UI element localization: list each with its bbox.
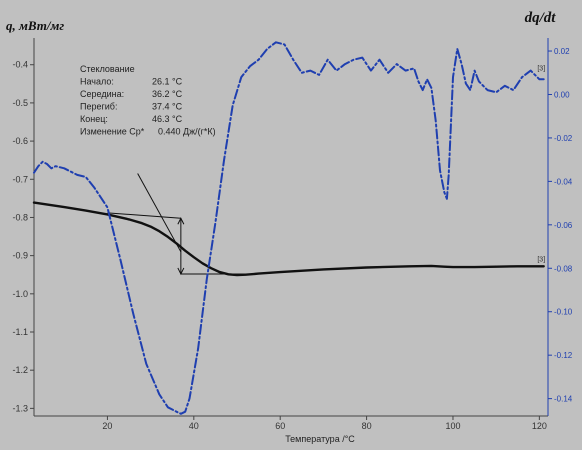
annotation-label: Середина: (80, 89, 124, 99)
annotation-leader-line (137, 173, 182, 253)
x-tick-label: 80 (362, 421, 372, 431)
y-axis-right-title: dq/dt (525, 10, 557, 26)
annotation-label: Перегиб: (80, 102, 117, 112)
y-right-tick-label: 0.02 (554, 47, 570, 56)
y-left-tick-label: -1.1 (12, 327, 28, 337)
upper-tangent-line (107, 212, 181, 219)
series-marker-label: [3] (537, 256, 545, 263)
y-left-tick-label: -0.7 (12, 174, 28, 184)
y-axis-left-title: q, мВт/мг (6, 18, 64, 33)
x-tick-label: 20 (102, 421, 112, 431)
annotation-label: Изменение Cp* (80, 127, 145, 137)
series-markers: [3] [3] (537, 66, 545, 264)
axes: 20 40 60 80 100 120 -0.4 -0.5 -0.6 -0.7 -0.8 -0.9 -1… (12, 38, 573, 431)
y-left-tick-label: -0.4 (12, 60, 28, 70)
annotation-label: Начало: (80, 77, 114, 87)
dq-dt-curve (33, 41, 545, 415)
annotation-title: Стеклование (80, 64, 135, 74)
y-right-tick-label: -0.14 (554, 395, 573, 404)
y-left-tick-label: -0.9 (12, 251, 28, 261)
y-left-tick-label: -0.8 (12, 212, 28, 222)
annotation-value: 37.4 °C (152, 102, 183, 112)
y-left-tick-label: -0.6 (12, 136, 28, 146)
x-tick-label: 100 (445, 421, 460, 431)
y-left-tick-label: -1.2 (12, 365, 28, 375)
x-tick-label: 120 (532, 421, 547, 431)
arrow-head-up (177, 217, 185, 225)
y-right-tick-label: -0.08 (554, 264, 573, 273)
annotation-value: 26.1 °C (152, 77, 183, 87)
y-right-tick-label: -0.02 (554, 134, 573, 143)
y-right-tick-label: 0.00 (554, 90, 570, 99)
annotation-value: 46.3 °C (152, 114, 183, 124)
heat-flow-curve (32, 201, 545, 277)
y-right-tick-label: -0.10 (554, 308, 573, 317)
y-left-tick-label: -1.3 (12, 403, 28, 413)
x-tick-label: 40 (189, 421, 199, 431)
annotation-value: 0.440 Дж/(г*К) (158, 127, 216, 137)
y-right-tick-label: -0.04 (554, 177, 573, 186)
y-left-tick-label: -1.0 (12, 289, 28, 299)
y-left-tick-label: -0.5 (12, 98, 28, 108)
glass-transition-annotation: Стеклование Начало: 26.1 °C Середина: 36.2 °… (80, 64, 216, 137)
annotation-value: 36.2 °C (152, 89, 183, 99)
x-tick-label: 60 (275, 421, 285, 431)
annotation-label: Конец: (80, 114, 108, 124)
y-right-tick-label: -0.12 (554, 351, 573, 360)
series-marker-label: [3] (537, 66, 545, 73)
arrow-head-down (177, 267, 185, 276)
y-right-tick-label: -0.06 (554, 221, 573, 230)
x-axis-title: Температура /°C (285, 434, 355, 444)
data-series (32, 41, 545, 415)
